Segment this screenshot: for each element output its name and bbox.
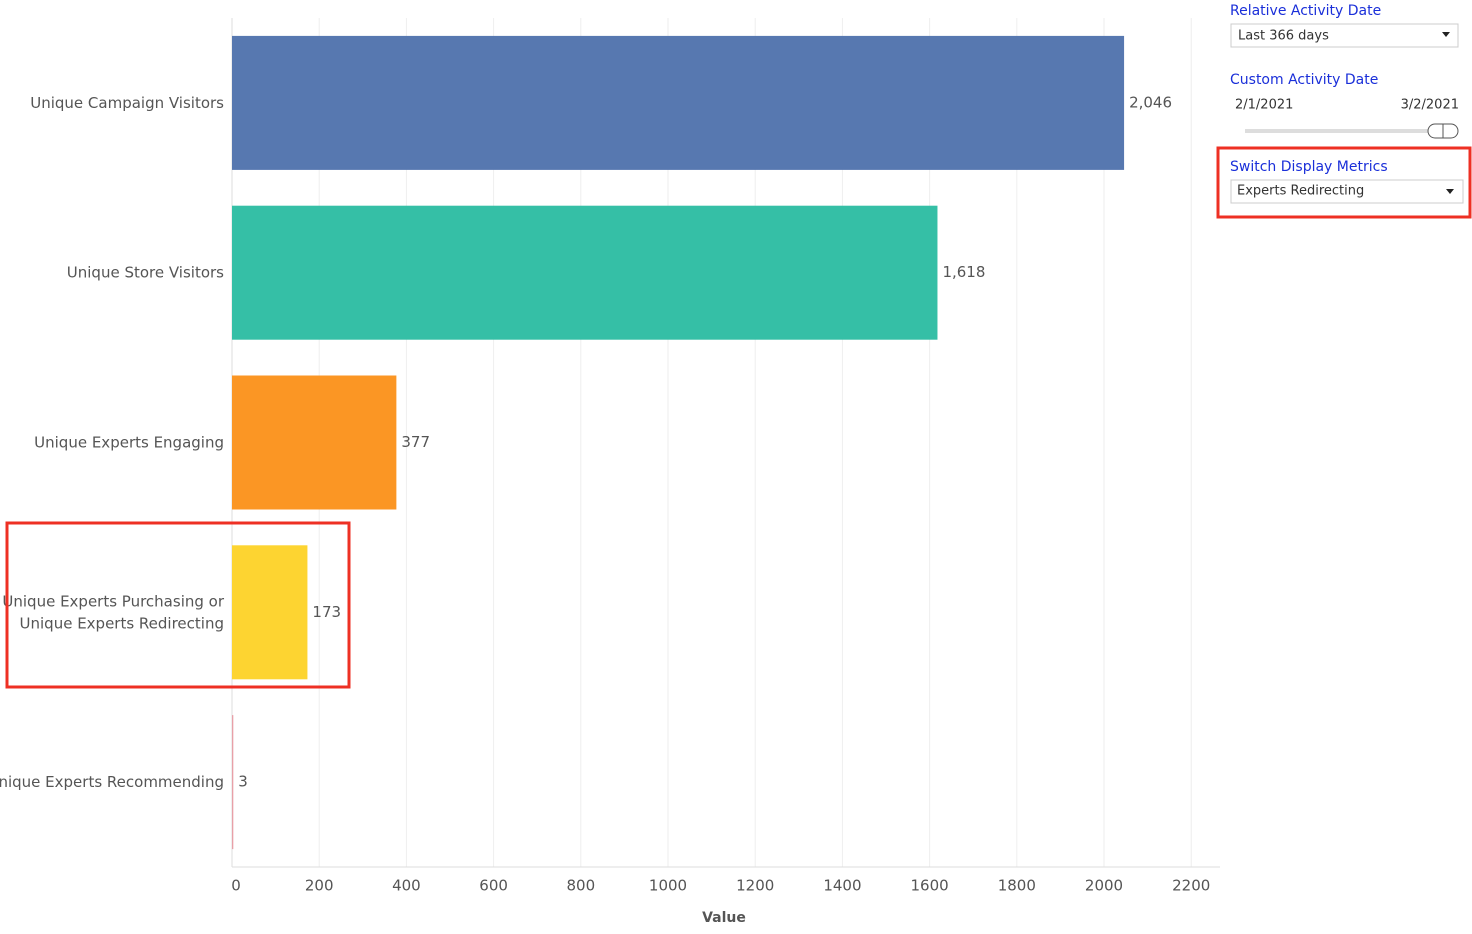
y-tick-label: Unique Experts Recommending [0, 773, 224, 791]
filter-title: Relative Activity Date [1230, 3, 1381, 19]
bar [232, 715, 234, 850]
chart: 0 200 400 600 800 1000 1200 1400 1600 1800 2000 220… [0, 18, 1220, 926]
y-tick-label: Unique Store Visitors [67, 263, 224, 281]
highlight-box [5, 521, 351, 689]
data-label: 377 [401, 433, 430, 451]
x-axis-title: Value [702, 910, 746, 926]
y-tick-label: Unique Campaign Visitors [30, 93, 224, 111]
data-label: 173 [312, 603, 341, 621]
x-tick-label: 2200 [1172, 877, 1210, 895]
dropdown[interactable] [1230, 179, 1464, 204]
filters-panel: Relative Activity Date Last 366 days Cus… [1216, 3, 1472, 219]
filter-title: Switch Display Metrics [1230, 159, 1388, 175]
y-tick-label: Unique Experts Purchasing or Unique Exper… [2, 592, 224, 632]
dropdown-arrow [1442, 32, 1450, 37]
highlight-box [1216, 146, 1472, 219]
x-tick-label: 0 [231, 877, 241, 895]
x-tick-label: 800 [566, 877, 595, 895]
dropdown-value: Last 366 days [1238, 29, 1329, 44]
bar [232, 35, 1125, 170]
x-tick-label: 1000 [649, 877, 687, 895]
bar [232, 205, 938, 340]
filter-title: Custom Activity Date [1230, 72, 1378, 88]
x-tick-label: 600 [479, 877, 508, 895]
x-tick-label: 1400 [823, 877, 861, 895]
x-tick-label: 200 [305, 877, 334, 895]
y-tick-label: Unique Experts Engaging [34, 433, 224, 451]
x-tick-label: 400 [392, 877, 421, 895]
dropdown-arrow [1446, 189, 1454, 194]
date-end: 3/2/2021 [1401, 98, 1459, 113]
data-label: 1,618 [942, 263, 985, 281]
data-label: 2,046 [1129, 93, 1172, 111]
x-tick-label: 1800 [998, 877, 1036, 895]
x-tick-label: 2000 [1085, 877, 1123, 895]
slider-track [1245, 129, 1455, 133]
date-start: 2/1/2021 [1235, 98, 1293, 113]
dropdown-value: Experts Redirecting [1237, 184, 1364, 199]
bar [232, 375, 397, 510]
dropdown[interactable] [1230, 23, 1459, 48]
bar [232, 545, 308, 680]
x-tick-label: 1600 [911, 877, 949, 895]
data-label: 3 [238, 773, 248, 791]
x-tick-label: 1200 [736, 877, 774, 895]
